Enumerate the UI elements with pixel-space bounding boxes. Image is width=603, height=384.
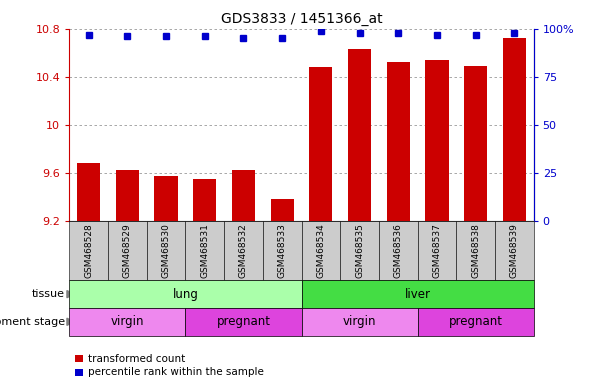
Bar bbox=[425, 60, 449, 221]
Bar bbox=[77, 163, 100, 221]
Text: GSM468529: GSM468529 bbox=[123, 223, 132, 278]
Text: lung: lung bbox=[172, 288, 198, 301]
Bar bbox=[193, 179, 216, 221]
Text: development stage: development stage bbox=[0, 317, 65, 327]
Text: GSM468535: GSM468535 bbox=[355, 223, 364, 278]
Text: GSM468533: GSM468533 bbox=[277, 223, 286, 278]
Text: GSM468539: GSM468539 bbox=[510, 223, 519, 278]
Text: pregnant: pregnant bbox=[449, 315, 503, 328]
Bar bbox=[309, 67, 332, 221]
Text: transformed count: transformed count bbox=[88, 354, 185, 364]
Bar bbox=[387, 62, 410, 221]
Bar bbox=[503, 38, 526, 221]
Bar bbox=[464, 66, 487, 221]
Title: GDS3833 / 1451366_at: GDS3833 / 1451366_at bbox=[221, 12, 382, 26]
Text: virgin: virgin bbox=[110, 315, 144, 328]
Text: virgin: virgin bbox=[343, 315, 376, 328]
Text: GSM468532: GSM468532 bbox=[239, 223, 248, 278]
Bar bbox=[348, 49, 371, 221]
Bar bbox=[116, 170, 139, 221]
Bar bbox=[232, 170, 255, 221]
Text: tissue: tissue bbox=[32, 289, 65, 299]
Bar bbox=[154, 176, 178, 221]
Text: GSM468537: GSM468537 bbox=[432, 223, 441, 278]
Text: GSM468531: GSM468531 bbox=[200, 223, 209, 278]
Text: GSM468528: GSM468528 bbox=[84, 223, 93, 278]
Text: percentile rank within the sample: percentile rank within the sample bbox=[88, 367, 264, 377]
Text: GSM468534: GSM468534 bbox=[317, 223, 326, 278]
Text: GSM468530: GSM468530 bbox=[162, 223, 171, 278]
Bar bbox=[271, 199, 294, 221]
Text: GSM468536: GSM468536 bbox=[394, 223, 403, 278]
Text: GSM468538: GSM468538 bbox=[471, 223, 480, 278]
Text: pregnant: pregnant bbox=[216, 315, 271, 328]
Text: liver: liver bbox=[405, 288, 431, 301]
